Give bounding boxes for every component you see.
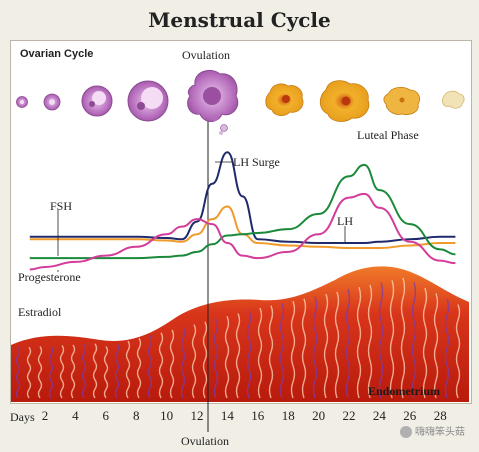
estradiol-label: Estradiol [18,305,62,319]
ovulation-bottom-label: Ovulation [181,434,229,448]
endometrium-layer [11,266,469,402]
ovarian-follicles [16,70,239,135]
ovarian-cycle-label: Ovarian Cycle [20,48,94,60]
day-tick-18: 18 [281,408,295,423]
lh-label: LH [337,214,353,228]
diagram-title: Menstrual Cycle [148,8,331,32]
days-axis-label: Days [10,410,35,424]
curve-fsh [29,205,456,250]
day-tick-28: 28 [433,408,447,423]
endometrium-shape [11,266,469,402]
day-tick-14: 14 [220,408,234,423]
wechat-icon [400,426,412,438]
day-tick-10: 10 [160,408,174,423]
endometrium-glands [15,277,461,399]
ovulation-top-label: Ovulation [182,48,230,62]
fsh-label: FSH [50,199,73,213]
watermark: 嗨嗨笨头菇 [400,423,465,438]
curve-lh [29,151,456,245]
leader-lines [57,161,346,272]
curve-estradiol [29,192,456,271]
day-tick-6: 6 [102,408,110,423]
day-tick-12: 12 [190,408,204,423]
hormone-curves [29,151,456,271]
day-tick-22: 22 [342,408,356,423]
day-tick-8: 8 [132,408,140,423]
endometrium-label: Endometrium [368,384,440,398]
lh-surge-label: LH Surge [233,155,280,169]
curve-progesterone [29,163,456,260]
day-tick-20: 20 [312,408,326,423]
watermark-text: 嗨嗨笨头菇 [415,427,465,438]
day-tick-24: 24 [372,408,386,423]
progesterone-label: Progesterone [18,270,81,284]
day-tick-16: 16 [251,408,265,423]
day-tick-2: 2 [41,408,49,423]
luteal-phase-label: Luteal Phase [357,128,419,142]
day-tick-26: 26 [403,408,417,423]
corpus-luteum-stages [265,80,465,122]
day-tick-4: 4 [72,408,79,423]
corpus-albicans [442,90,465,109]
